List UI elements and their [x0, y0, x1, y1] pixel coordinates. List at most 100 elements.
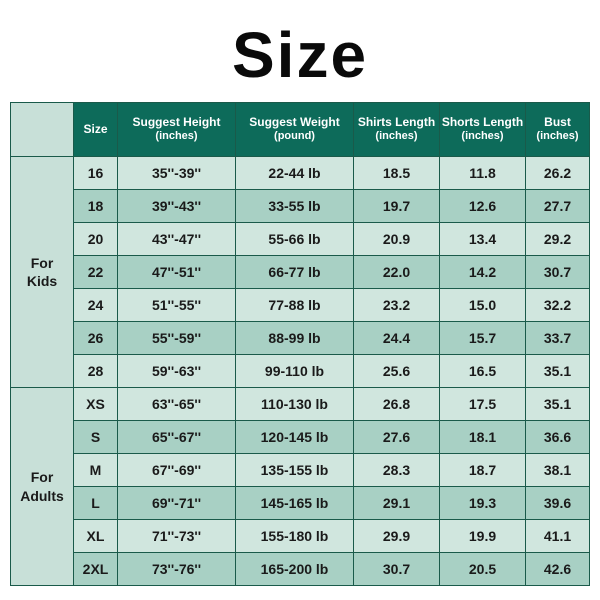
cell-height: 47''-51'': [118, 256, 236, 289]
column-header: Shirts Length(inches): [354, 103, 440, 157]
cell-size: 28: [74, 355, 118, 388]
table-row: M67''-69''135-155 lb28.318.738.1: [11, 454, 590, 487]
cell-weight: 33-55 lb: [236, 190, 354, 223]
cell-size: XS: [74, 388, 118, 421]
group-label-line: For: [11, 468, 73, 486]
cell-weight: 135-155 lb: [236, 454, 354, 487]
cell-height: 59''-63'': [118, 355, 236, 388]
column-header: Shorts Length(inches): [440, 103, 526, 157]
table-row: 2247''-51''66-77 lb22.014.230.7: [11, 256, 590, 289]
cell-weight: 55-66 lb: [236, 223, 354, 256]
cell-size: M: [74, 454, 118, 487]
column-header-sublabel: (inches): [526, 130, 589, 144]
cell-size: 16: [74, 157, 118, 190]
cell-weight: 66-77 lb: [236, 256, 354, 289]
column-header: Suggest Height(inches): [118, 103, 236, 157]
cell-bust: 41.1: [526, 520, 590, 553]
cell-bust: 30.7: [526, 256, 590, 289]
cell-short: 15.7: [440, 322, 526, 355]
group-label: ForAdults: [11, 388, 74, 586]
table-row: 2451''-55''77-88 lb23.215.032.2: [11, 289, 590, 322]
column-header-label: Shirts Length: [358, 115, 435, 129]
column-header-label: Suggest Height: [132, 115, 220, 129]
cell-shirt: 18.5: [354, 157, 440, 190]
header-corner: [11, 103, 74, 157]
cell-shirt: 29.1: [354, 487, 440, 520]
table-row: 2655''-59''88-99 lb24.415.733.7: [11, 322, 590, 355]
cell-height: 35''-39'': [118, 157, 236, 190]
cell-size: 26: [74, 322, 118, 355]
cell-bust: 36.6: [526, 421, 590, 454]
cell-shirt: 27.6: [354, 421, 440, 454]
cell-bust: 35.1: [526, 355, 590, 388]
cell-short: 16.5: [440, 355, 526, 388]
cell-bust: 39.6: [526, 487, 590, 520]
cell-shirt: 20.9: [354, 223, 440, 256]
cell-size: 24: [74, 289, 118, 322]
table-row: 2859''-63''99-110 lb25.616.535.1: [11, 355, 590, 388]
cell-bust: 42.6: [526, 553, 590, 586]
cell-shirt: 28.3: [354, 454, 440, 487]
column-header-label: Suggest Weight: [249, 115, 339, 129]
column-header-sublabel: (pound): [236, 130, 353, 144]
cell-bust: 38.1: [526, 454, 590, 487]
column-header: Size: [74, 103, 118, 157]
cell-weight: 155-180 lb: [236, 520, 354, 553]
cell-shirt: 24.4: [354, 322, 440, 355]
table-row: ForAdultsXS63''-65''110-130 lb26.817.535…: [11, 388, 590, 421]
cell-size: 20: [74, 223, 118, 256]
cell-short: 14.2: [440, 256, 526, 289]
cell-short: 20.5: [440, 553, 526, 586]
column-header: Suggest Weight(pound): [236, 103, 354, 157]
size-table: SizeSuggest Height(inches)Suggest Weight…: [10, 102, 590, 586]
cell-short: 18.1: [440, 421, 526, 454]
cell-short: 15.0: [440, 289, 526, 322]
column-header-sublabel: (inches): [118, 130, 235, 144]
cell-height: 51''-55'': [118, 289, 236, 322]
cell-bust: 35.1: [526, 388, 590, 421]
cell-height: 43''-47'': [118, 223, 236, 256]
table-row: 2XL73''-76''165-200 lb30.720.542.6: [11, 553, 590, 586]
cell-weight: 22-44 lb: [236, 157, 354, 190]
cell-weight: 120-145 lb: [236, 421, 354, 454]
cell-height: 69''-71'': [118, 487, 236, 520]
column-header-label: Bust: [544, 115, 571, 129]
cell-shirt: 23.2: [354, 289, 440, 322]
header-row: SizeSuggest Height(inches)Suggest Weight…: [11, 103, 590, 157]
cell-size: S: [74, 421, 118, 454]
table-row: L69''-71''145-165 lb29.119.339.6: [11, 487, 590, 520]
cell-weight: 77-88 lb: [236, 289, 354, 322]
cell-shirt: 22.0: [354, 256, 440, 289]
cell-shirt: 29.9: [354, 520, 440, 553]
cell-weight: 165-200 lb: [236, 553, 354, 586]
table-row: ForKids1635''-39''22-44 lb18.511.826.2: [11, 157, 590, 190]
cell-height: 63''-65'': [118, 388, 236, 421]
cell-shirt: 19.7: [354, 190, 440, 223]
cell-short: 18.7: [440, 454, 526, 487]
group-label-line: Adults: [11, 487, 73, 505]
cell-bust: 27.7: [526, 190, 590, 223]
cell-size: XL: [74, 520, 118, 553]
column-header: Bust(inches): [526, 103, 590, 157]
cell-short: 11.8: [440, 157, 526, 190]
cell-bust: 29.2: [526, 223, 590, 256]
table-head: SizeSuggest Height(inches)Suggest Weight…: [11, 103, 590, 157]
table-body: ForKids1635''-39''22-44 lb18.511.826.218…: [11, 157, 590, 586]
cell-height: 65''-67'': [118, 421, 236, 454]
cell-shirt: 26.8: [354, 388, 440, 421]
cell-weight: 110-130 lb: [236, 388, 354, 421]
cell-bust: 26.2: [526, 157, 590, 190]
cell-weight: 99-110 lb: [236, 355, 354, 388]
table-row: 2043''-47''55-66 lb20.913.429.2: [11, 223, 590, 256]
cell-short: 19.9: [440, 520, 526, 553]
group-label: ForKids: [11, 157, 74, 388]
cell-short: 17.5: [440, 388, 526, 421]
group-label-line: For: [11, 254, 73, 272]
cell-bust: 32.2: [526, 289, 590, 322]
page-title: Size: [232, 18, 368, 92]
cell-bust: 33.7: [526, 322, 590, 355]
column-header-sublabel: (inches): [440, 130, 525, 144]
table-row: XL71''-73''155-180 lb29.919.941.1: [11, 520, 590, 553]
cell-height: 71''-73'': [118, 520, 236, 553]
column-header-sublabel: (inches): [354, 130, 439, 144]
